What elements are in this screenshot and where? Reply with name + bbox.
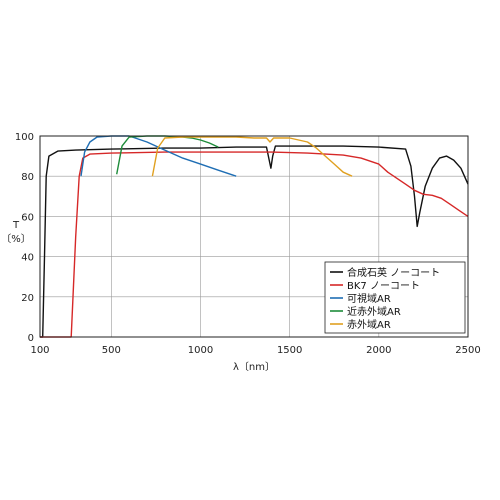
x-tick-label: 1000 <box>188 345 213 356</box>
series-line <box>40 145 469 338</box>
y-tick-label: 20 <box>21 293 34 304</box>
y-axis-unit-label: 〔%〕 <box>1 233 31 245</box>
series-line <box>40 151 469 338</box>
y-tick-label: 40 <box>21 253 34 264</box>
legend-label: 近赤外域AR <box>347 305 401 318</box>
series-line <box>151 136 353 177</box>
x-tick-label: 1500 <box>277 345 302 356</box>
y-tick-label: 60 <box>21 212 34 223</box>
y-axis-label: T <box>12 220 20 231</box>
legend-label: 可視域AR <box>347 292 391 305</box>
legend-label: 赤外域AR <box>347 318 391 331</box>
y-tick-label: 100 <box>15 132 34 143</box>
x-axis-ticks: 100 500 1000 1500 2000 2500 <box>30 345 480 356</box>
legend-label: 合成石英 ノーコート <box>347 266 440 279</box>
y-tick-label: 80 <box>21 172 34 183</box>
series-line <box>80 135 237 177</box>
x-tick-label: 100 <box>30 345 49 356</box>
x-tick-label: 500 <box>102 345 121 356</box>
data-series <box>40 135 469 338</box>
y-axis-ticks: 0 20 40 60 80 100 <box>15 132 34 344</box>
legend-label: BK7 ノーコート <box>347 281 420 292</box>
plot-frame <box>39 135 469 338</box>
x-axis-label: λ〔nm〕 <box>233 361 275 373</box>
x-tick-label: 2000 <box>366 345 391 356</box>
legend-box <box>324 261 466 334</box>
y-tick-label: 0 <box>28 333 34 344</box>
x-tick-label: 2500 <box>455 345 480 356</box>
